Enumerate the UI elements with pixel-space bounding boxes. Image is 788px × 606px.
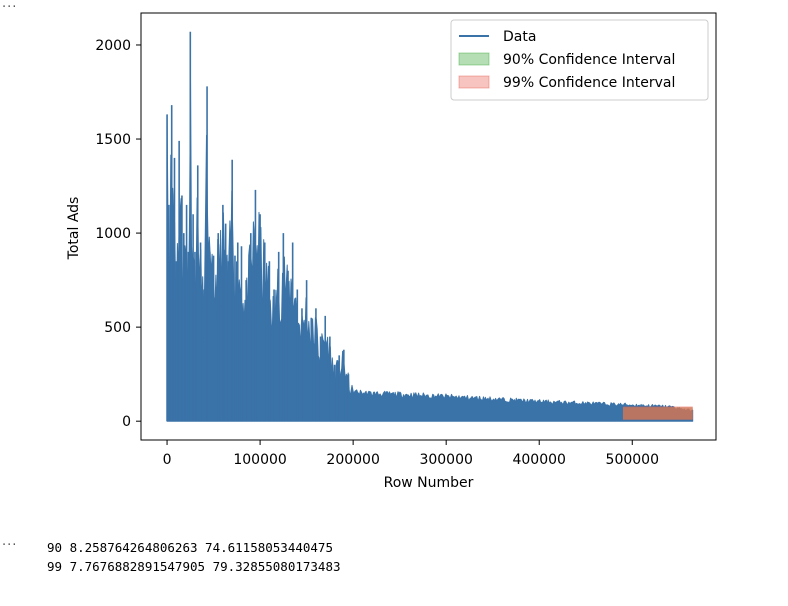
x-tick-label: 0 [163, 452, 172, 468]
output-line-99: 99 7.7676882891547905 79.32855080173483 [47, 559, 341, 574]
y-tick-label: 500 [104, 320, 131, 336]
cell-marker: ··· [2, 0, 18, 15]
x-axis-label: Row Number [384, 475, 474, 491]
legend-entry-ci99-swatch [458, 75, 490, 89]
x-tick-label: 400000 [512, 452, 565, 468]
x-tick-label: 500000 [606, 452, 659, 468]
chart: 0 100000 200000 300000 400000 500000 0 500 1000 1… [66, 12, 717, 491]
legend-entry-ci99-label: 99% Confidence Interval [503, 75, 675, 91]
x-tick-label: 100000 [233, 452, 286, 468]
y-tick-label: 1000 [95, 226, 131, 242]
axes-layer: 0 100000 200000 300000 400000 500000 0 500 1000 1… [95, 12, 717, 468]
y-axis-label: Total Ads [66, 197, 82, 261]
legend-frame [450, 19, 709, 101]
x-tick-label: 300000 [419, 452, 472, 468]
axes-frame [140, 12, 717, 441]
legend-entry-ci90-swatch [458, 52, 490, 66]
ci-90-band [622, 407, 693, 420]
output-line-90: 90 8.258764264806263 74.61158053440475 [47, 540, 333, 555]
legend-entry-data-label: Data [503, 29, 536, 45]
x-tick-label: 200000 [326, 452, 379, 468]
data-series-area [166, 79, 694, 422]
plot-data-layer [166, 31, 694, 422]
y-tick-label: 0 [122, 414, 131, 430]
y-tick-label: 1500 [95, 132, 131, 148]
y-tick-label: 2000 [95, 38, 131, 54]
legend-entry-ci90-label: 90% Confidence Interval [503, 52, 675, 68]
legend: Data 90% Confidence Interval 99% Confidenc… [450, 19, 709, 101]
output-marker: ··· [2, 538, 18, 553]
